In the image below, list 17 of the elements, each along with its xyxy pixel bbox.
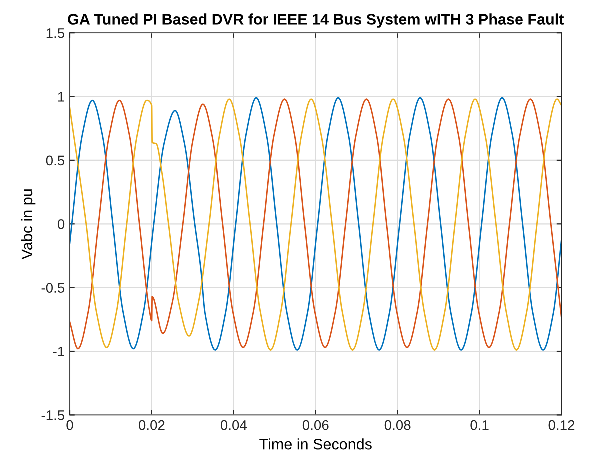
x-tick-label: 0.04 — [220, 420, 248, 430]
y-tick-label: 0.5 — [46, 156, 65, 166]
x-axis-title: Time in Seconds — [260, 438, 372, 450]
x-tick-label: 0.12 — [548, 420, 575, 430]
y-tick-label: -1 — [53, 346, 64, 357]
x-tick-label: 0.06 — [302, 420, 329, 430]
y-tick-label: 1 — [58, 92, 64, 102]
chart-title: GA Tuned PI Based DVR for IEEE 14 Bus System wITH 3 Phase Fault — [68, 14, 564, 28]
x-tick-label: 0 — [66, 420, 74, 430]
y-tick-label: 0 — [58, 219, 65, 230]
x-tick-label: 0.1 — [470, 420, 489, 430]
y-tick-label: -0.5 — [42, 283, 65, 293]
x-tick-label: 0.08 — [384, 420, 411, 430]
y-axis-title: Vabc in pu — [21, 190, 36, 260]
y-tick-label: 1.5 — [46, 28, 65, 38]
y-tick-label: -1.5 — [42, 410, 65, 420]
x-tick-label: 0.02 — [138, 420, 165, 430]
